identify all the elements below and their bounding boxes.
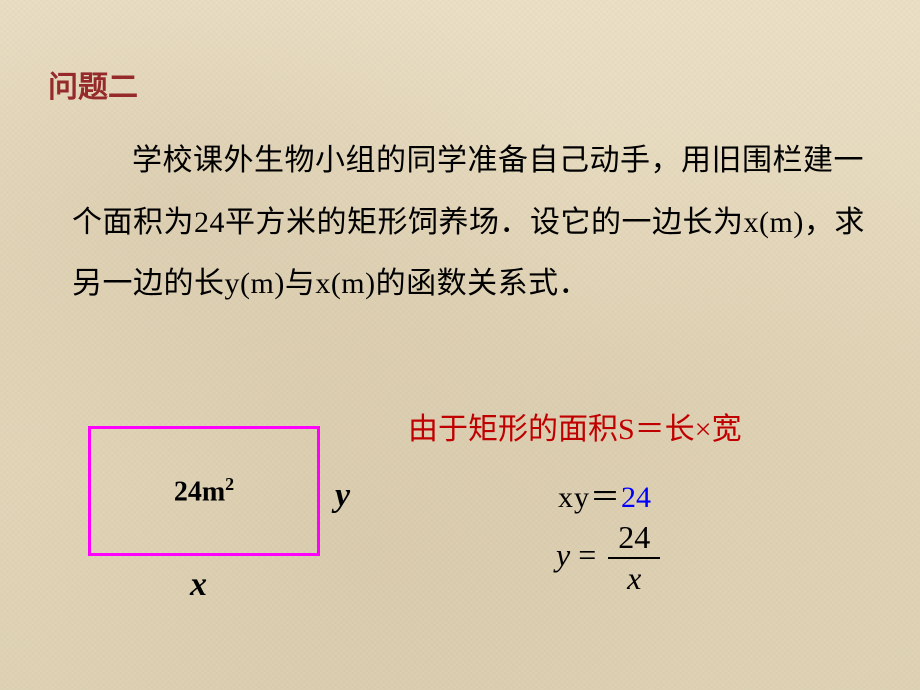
fraction-numerator: 24 [608, 520, 660, 559]
problem-statement: 学校课外生物小组的同学准备自己动手，用旧围栏建一个面积为24平方米的矩形饲养场．… [72, 130, 872, 315]
equation-fraction: y = 24 x [556, 520, 660, 596]
eq1-rhs: 24 [621, 481, 651, 514]
area-value: 24m [174, 476, 225, 507]
section-heading: 问题二 [48, 62, 138, 106]
eq1-lhs: xy＝ [558, 481, 621, 514]
eq2-lhs: y [556, 537, 570, 573]
area-formula-caption: 由于矩形的面积S＝长×宽 [408, 404, 742, 448]
area-exponent: 2 [225, 474, 234, 494]
fraction-denominator: x [608, 559, 660, 596]
fraction: 24 x [608, 520, 660, 596]
eq2-eq: = [570, 537, 604, 573]
equation-xy: xy＝24 [558, 472, 651, 516]
caption-text: 由于矩形的面积S＝长×宽 [408, 413, 742, 446]
rectangle-box: 24m2 [88, 426, 320, 556]
area-label: 24m2 [174, 474, 234, 508]
rectangle-diagram: 24m2 [88, 426, 320, 556]
x-axis-label: x [190, 566, 207, 604]
y-axis-label: y [335, 477, 350, 515]
